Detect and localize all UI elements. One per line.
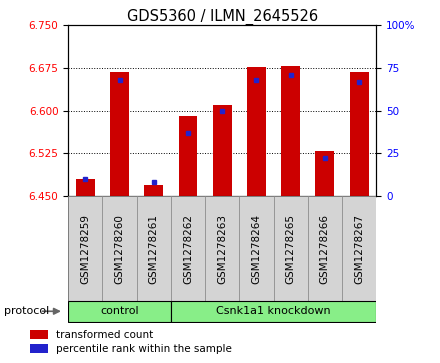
- Bar: [281, 66, 300, 196]
- Text: GSM1278265: GSM1278265: [286, 214, 296, 284]
- Text: Csnk1a1 knockdown: Csnk1a1 knockdown: [216, 306, 331, 316]
- Text: control: control: [100, 306, 139, 316]
- Text: GSM1278260: GSM1278260: [114, 214, 125, 284]
- Text: GSM1278261: GSM1278261: [149, 214, 159, 284]
- Bar: [103, 196, 137, 301]
- Bar: [308, 196, 342, 301]
- Bar: [110, 72, 129, 196]
- Text: GSM1278266: GSM1278266: [320, 214, 330, 284]
- Text: GSM1278262: GSM1278262: [183, 214, 193, 284]
- Text: protocol: protocol: [4, 306, 50, 316]
- Bar: [171, 196, 205, 301]
- Bar: [144, 185, 163, 196]
- Bar: [68, 196, 103, 301]
- Bar: [239, 196, 274, 301]
- Text: GSM1278267: GSM1278267: [354, 214, 364, 284]
- Bar: [274, 196, 308, 301]
- Text: GSM1278263: GSM1278263: [217, 214, 227, 284]
- Bar: [171, 301, 376, 322]
- Bar: [213, 105, 231, 196]
- Text: GSM1278259: GSM1278259: [81, 214, 90, 284]
- Bar: [30, 330, 48, 339]
- Bar: [205, 196, 239, 301]
- Bar: [68, 301, 171, 322]
- Bar: [76, 179, 95, 196]
- Text: transformed count: transformed count: [56, 330, 153, 339]
- Title: GDS5360 / ILMN_2645526: GDS5360 / ILMN_2645526: [127, 9, 318, 25]
- Bar: [247, 68, 266, 196]
- Text: percentile rank within the sample: percentile rank within the sample: [56, 344, 231, 354]
- Bar: [350, 72, 369, 196]
- Text: GSM1278264: GSM1278264: [251, 214, 261, 284]
- Bar: [315, 151, 334, 196]
- Bar: [137, 196, 171, 301]
- Bar: [342, 196, 376, 301]
- Bar: [179, 117, 198, 196]
- Bar: [30, 344, 48, 354]
